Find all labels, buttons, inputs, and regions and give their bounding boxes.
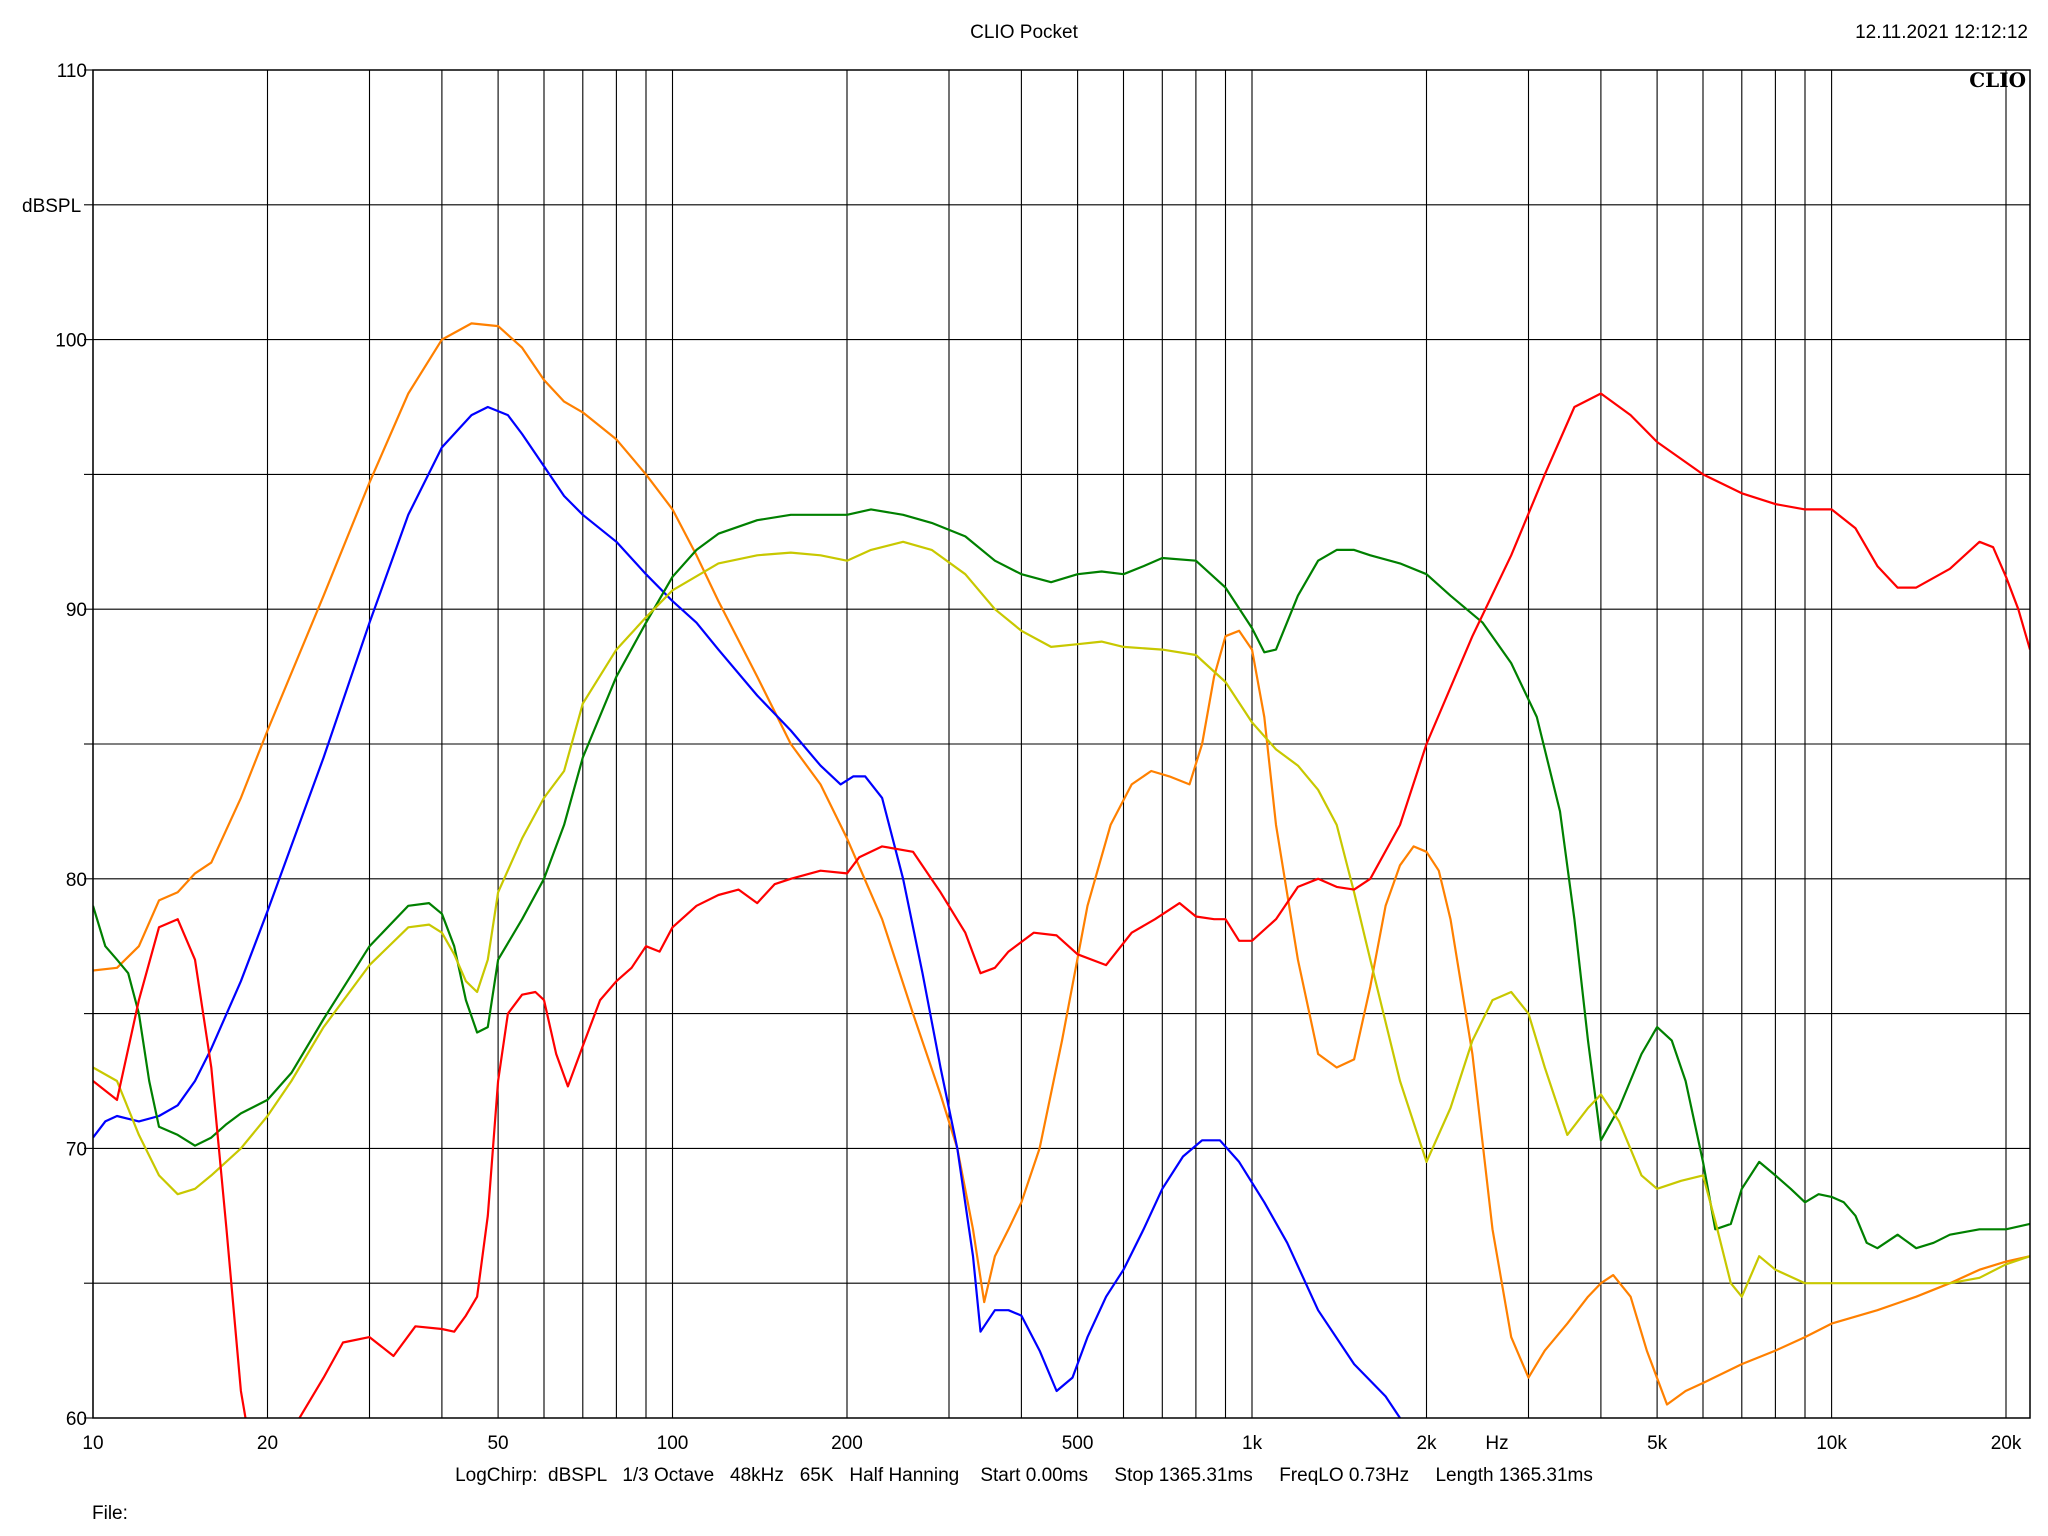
x-tick-label: 100 <box>657 1433 689 1454</box>
y-tick-label: 70 <box>66 1139 87 1160</box>
y-tick-label: 80 <box>66 870 87 891</box>
x-tick-label: 50 <box>487 1433 508 1454</box>
file-label: File: <box>92 1503 128 1524</box>
series-layer <box>93 322 2030 1418</box>
y-tick-label: 60 <box>66 1409 87 1430</box>
x-axis-label: Hz <box>1485 1433 1508 1454</box>
x-tick-label: 1k <box>1242 1433 1263 1454</box>
y-tick-labels: 60 70 80 90 100 110 <box>55 61 87 1430</box>
plot-frame <box>92 69 2031 1419</box>
measurement-settings: LogChirp: dBSPL 1/3 Octave 48kHz 65K Hal… <box>455 1465 1593 1486</box>
grid-lines <box>84 69 2030 1419</box>
y-axis-label: dBSPL <box>22 196 81 217</box>
x-tick-label: 500 <box>1062 1433 1094 1454</box>
x-tick-labels: 10 20 50 100 200 500 1k 2k 5k 10k 20k <box>82 1433 2021 1454</box>
x-tick-label: 20 <box>257 1433 278 1454</box>
series-line-5 <box>93 392 2030 1418</box>
series-line-2 <box>93 405 1401 1418</box>
x-tick-label: 2k <box>1416 1433 1437 1454</box>
series-line-1 <box>93 322 2030 1406</box>
x-tick-label: 200 <box>831 1433 863 1454</box>
series-line-3 <box>93 508 2030 1250</box>
y-tick-label: 90 <box>66 600 87 621</box>
chart-title: CLIO Pocket <box>970 22 1078 43</box>
series-line-4 <box>93 540 2030 1298</box>
x-tick-label: 20k <box>1991 1433 2022 1454</box>
y-tick-label: 100 <box>55 331 87 352</box>
x-tick-label: 5k <box>1647 1433 1668 1454</box>
y-tick-label: 110 <box>57 61 87 82</box>
x-tick-label: 10k <box>1816 1433 1847 1454</box>
clio-logo: CLIO <box>1969 68 2026 92</box>
x-tick-label: 10 <box>82 1433 103 1454</box>
measurement-timestamp: 12.11.2021 12:12:12 <box>1855 22 2028 43</box>
